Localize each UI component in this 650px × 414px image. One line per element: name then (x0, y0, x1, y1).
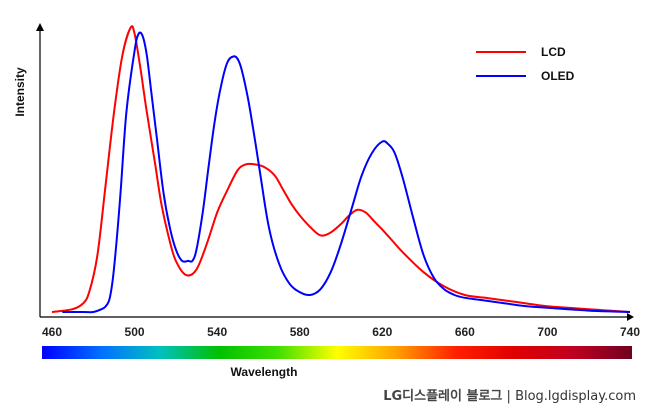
x-tick-label: 700 (537, 325, 557, 339)
footer-brand: LG디스플레이 블로그 (383, 389, 503, 404)
series-line-oled (62, 31, 631, 314)
legend: LCD OLED (476, 45, 575, 83)
series-line-lcd (51, 25, 631, 313)
x-tick-label: 620 (372, 325, 392, 339)
x-tick-label: 660 (455, 325, 475, 339)
x-tick-label: 580 (290, 325, 310, 339)
x-tick-labels: 460 500 540 580 620 660 700 740 (42, 325, 640, 339)
x-axis-arrow (627, 313, 634, 321)
spectrum-color-bar (42, 346, 632, 359)
axes (36, 23, 634, 321)
x-axis-title: Wavelength (231, 365, 298, 379)
footer-site: Blog.lgdisplay.com (515, 389, 636, 404)
y-axis-arrow (36, 23, 44, 31)
legend-label-lcd: LCD (541, 45, 566, 59)
legend-label-oled: OLED (541, 69, 575, 83)
footer-separator: | (506, 389, 511, 404)
x-tick-label: 740 (620, 325, 640, 339)
x-tick-label: 540 (207, 325, 227, 339)
x-tick-label: 460 (42, 325, 62, 339)
y-axis-title: Intensity (13, 67, 27, 117)
footer-credit: LG디스플레이 블로그 | Blog.lgdisplay.com (383, 385, 636, 404)
series-layer (51, 25, 631, 314)
x-tick-label: 500 (125, 325, 145, 339)
